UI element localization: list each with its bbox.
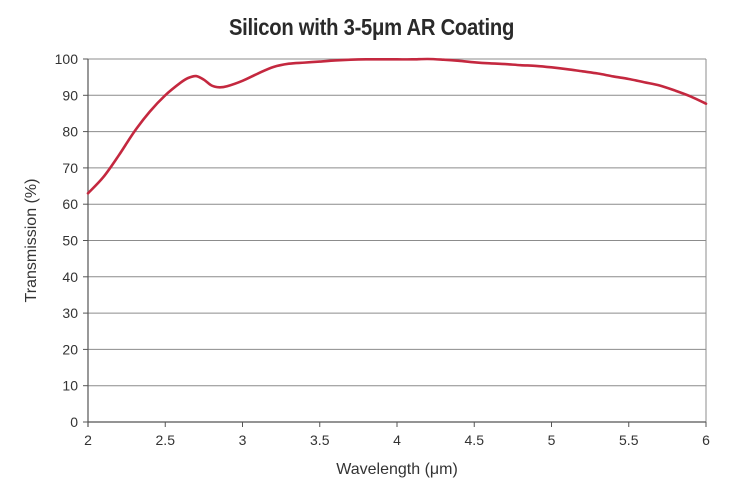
y-tick-label: 10 [62,378,78,394]
x-tick-labels: 2 2.5 3 3.5 4 4.5 5 5.5 6 [84,432,710,448]
y-tick-label: 0 [70,414,78,430]
y-tick-label: 70 [62,160,78,176]
x-tick-label: 4.5 [465,432,485,448]
x-axis-label: Wavelength (μm) [336,461,458,478]
y-tick-label: 40 [62,269,78,285]
transmission-line [86,57,708,195]
x-tick-label: 5.5 [619,432,639,448]
x-tick-label: 2 [84,432,92,448]
x-tick-label: 3.5 [310,432,330,448]
x-tick-label: 4 [393,432,401,448]
axes [83,58,707,427]
y-tick-labels: 0 10 20 30 40 50 60 70 80 90 100 [55,51,79,430]
y-tick-label: 100 [55,51,79,67]
grid-lines [88,58,706,387]
x-tick-label: 2.5 [156,432,176,448]
x-tick-label: 6 [702,432,710,448]
y-tick-label: 20 [62,341,78,357]
y-tick-label: 50 [62,233,78,249]
chart-title: Silicon with 3-5μm AR Coating [228,14,515,40]
x-tick-label: 3 [239,432,247,448]
y-tick-label: 30 [62,305,78,321]
series-group [86,57,708,195]
x-tick-label: 5 [548,432,556,448]
y-tick-label: 90 [62,87,78,103]
y-tick-label: 60 [62,196,78,212]
y-axis-label: Transmission (%) [23,179,40,303]
y-tick-label: 80 [62,124,78,140]
